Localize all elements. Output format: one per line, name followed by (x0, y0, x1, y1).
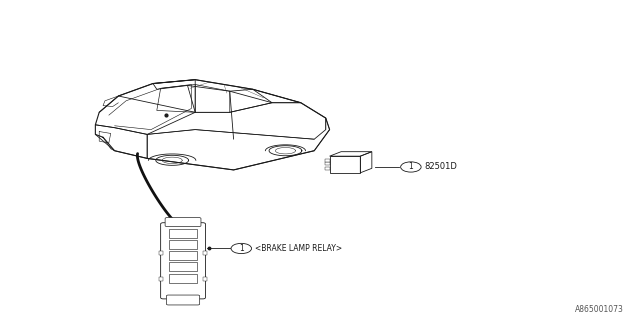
FancyBboxPatch shape (161, 223, 205, 299)
Bar (325, 159, 330, 162)
Text: 1: 1 (408, 163, 413, 172)
Bar (325, 163, 330, 165)
Bar (330, 156, 360, 173)
Bar (169, 262, 197, 271)
FancyBboxPatch shape (165, 218, 201, 227)
Bar (203, 251, 207, 255)
Bar (169, 229, 197, 238)
Text: 82501D: 82501D (424, 163, 457, 172)
Text: <BRAKE LAMP RELAY>: <BRAKE LAMP RELAY> (255, 244, 342, 253)
FancyBboxPatch shape (166, 295, 200, 305)
Bar (169, 240, 197, 249)
Text: A865001073: A865001073 (575, 305, 624, 314)
Bar (325, 167, 330, 170)
Bar (159, 251, 163, 255)
Bar (169, 251, 197, 260)
Bar (169, 274, 197, 283)
Text: 1: 1 (239, 244, 244, 253)
Bar (203, 277, 207, 281)
Bar (159, 277, 163, 281)
